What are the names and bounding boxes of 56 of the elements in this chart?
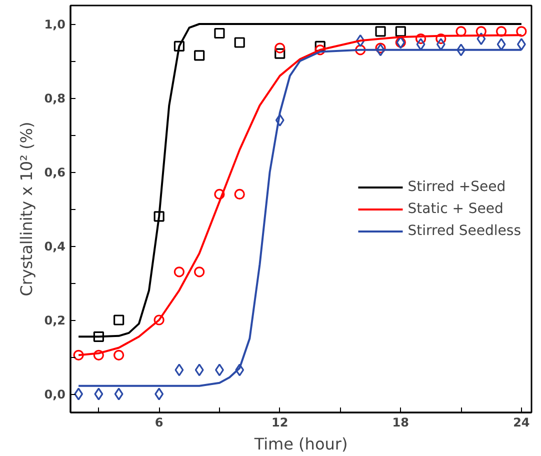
point	[234, 188, 245, 200]
y-tick-label: 0,2	[44, 314, 66, 328]
point	[274, 42, 286, 54]
point	[375, 42, 386, 54]
point	[154, 314, 164, 326]
y-tick-label: 0,8	[44, 92, 66, 106]
point	[436, 34, 446, 44]
point	[154, 388, 164, 400]
point	[154, 211, 164, 222]
point	[174, 40, 185, 52]
legend-label: Stirred +Seed	[408, 178, 506, 194]
point	[476, 32, 486, 46]
point	[214, 188, 225, 200]
point	[415, 34, 426, 44]
point	[93, 350, 104, 360]
point	[114, 314, 124, 326]
point	[73, 350, 84, 360]
point	[516, 38, 526, 51]
x-tick-label: 6	[154, 416, 164, 430]
y-tick-label: 0,4	[44, 240, 66, 254]
y-axis-title: Crystallinity x 10² (%)	[17, 122, 36, 296]
x-tick-label: 18	[392, 416, 409, 430]
point	[234, 37, 245, 48]
point	[314, 40, 326, 52]
point	[194, 364, 204, 376]
point	[214, 28, 225, 39]
point	[456, 44, 466, 56]
point	[235, 364, 244, 376]
point	[274, 48, 286, 59]
point	[194, 266, 205, 278]
point	[356, 34, 365, 47]
point	[516, 26, 527, 37]
x-tick-label: 24	[513, 416, 530, 430]
point	[496, 26, 507, 37]
point	[395, 26, 406, 37]
point	[275, 114, 284, 126]
x-tick-label: 12	[272, 416, 288, 430]
point	[93, 331, 104, 342]
point	[456, 26, 466, 37]
point	[375, 26, 386, 37]
legend-label: Static + Seed	[408, 200, 504, 216]
point	[94, 388, 104, 400]
point	[114, 388, 124, 400]
point	[74, 388, 84, 400]
legend-label: Stirred Seedless	[408, 222, 521, 238]
point	[174, 266, 185, 278]
point	[114, 350, 124, 360]
point	[314, 44, 326, 56]
point	[194, 50, 205, 61]
x-axis-title: Time (hour)	[253, 434, 348, 454]
y-tick-label: 0,6	[44, 166, 66, 180]
y-tick-label: 1,0	[44, 18, 66, 32]
point	[355, 44, 366, 56]
point	[174, 364, 184, 376]
y-tick-label: 0,0	[44, 388, 66, 402]
point	[476, 26, 486, 37]
